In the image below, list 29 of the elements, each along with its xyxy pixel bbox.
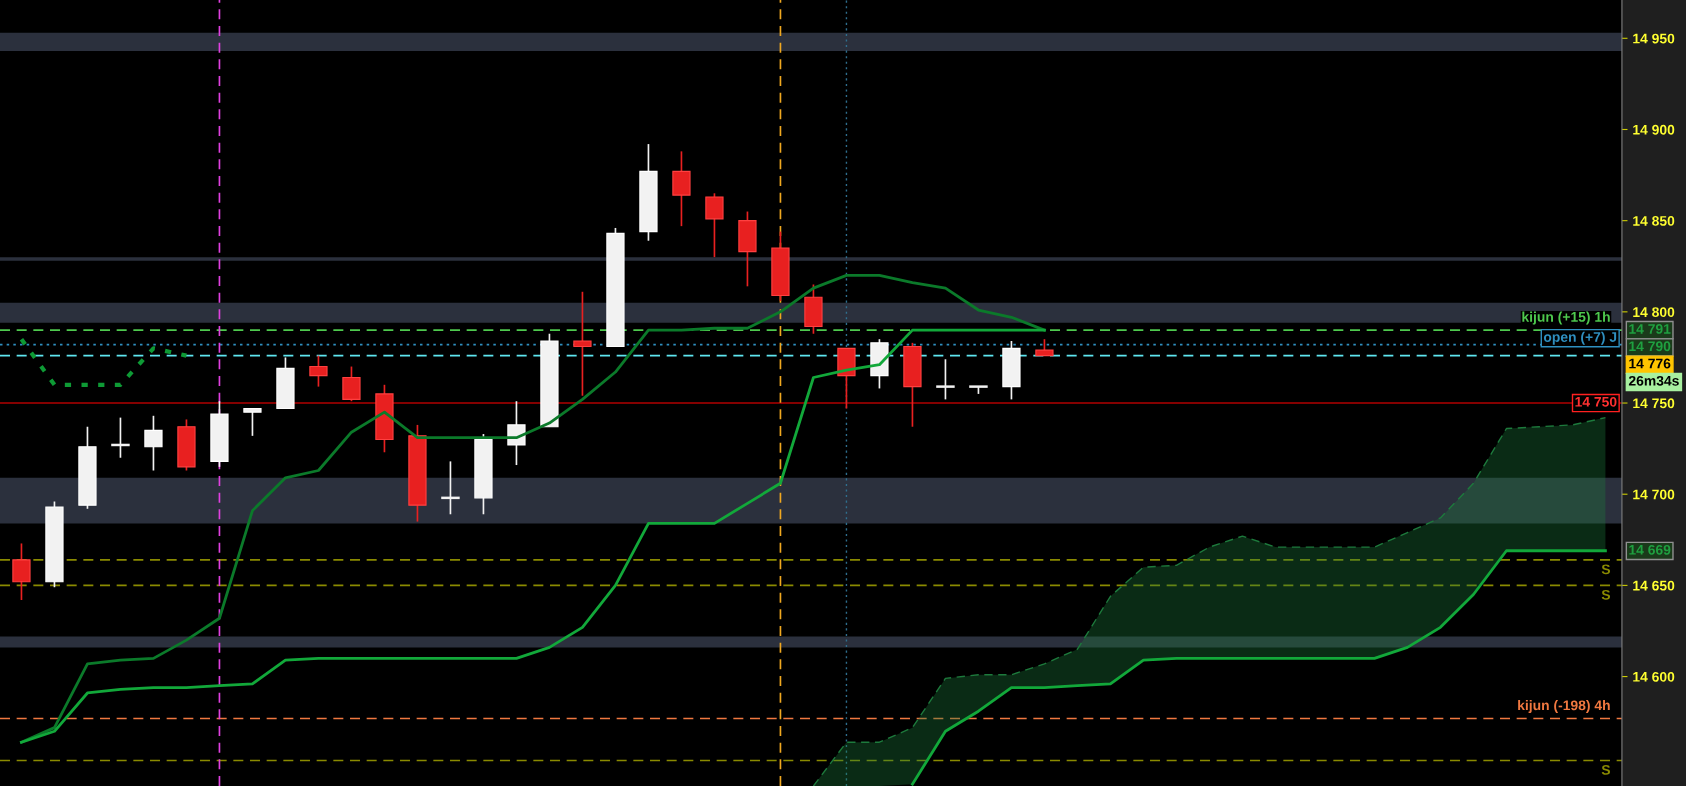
y-tick-label: 14 700 — [1633, 489, 1675, 500]
ref-line-label: kijun (+15) 1h — [1522, 311, 1610, 325]
ref-line-label: S — [1601, 564, 1611, 575]
ref-line-label: 14 750 — [1575, 396, 1617, 407]
y-tick-label: 14 900 — [1633, 124, 1675, 135]
ref-line-label: kijun (-198) 4h — [1518, 700, 1610, 713]
candlestick — [342, 365, 361, 403]
candlestick — [12, 542, 31, 601]
y-tick-label: 14 800 — [1633, 307, 1675, 318]
candlestick — [309, 354, 328, 388]
text: 14 790 — [1629, 341, 1671, 352]
y-tick-label: 14 850 — [1633, 216, 1675, 226]
y-tick-label: 14 750 — [1633, 398, 1675, 409]
ref-line-label: open (+7) J — [1543, 331, 1617, 345]
y-tick-label: 14 650 — [1633, 580, 1675, 591]
line-series — [19, 337, 189, 387]
text: 14 669 — [1629, 544, 1671, 555]
candlestick — [573, 290, 592, 397]
text: 26m34s — [1628, 375, 1679, 386]
candlestick — [243, 407, 262, 437]
y-tick-label: 14 600 — [1633, 671, 1675, 682]
candlestick — [672, 150, 691, 227]
y-tick-label: 14 950 — [1633, 33, 1675, 44]
text: 14 791 — [1629, 324, 1671, 334]
ref-line-label: S — [1601, 765, 1611, 775]
candlestick — [705, 192, 724, 258]
ref-line-label: S — [1601, 589, 1611, 600]
candlestick — [144, 414, 163, 472]
text: 14 776 — [1629, 358, 1671, 369]
